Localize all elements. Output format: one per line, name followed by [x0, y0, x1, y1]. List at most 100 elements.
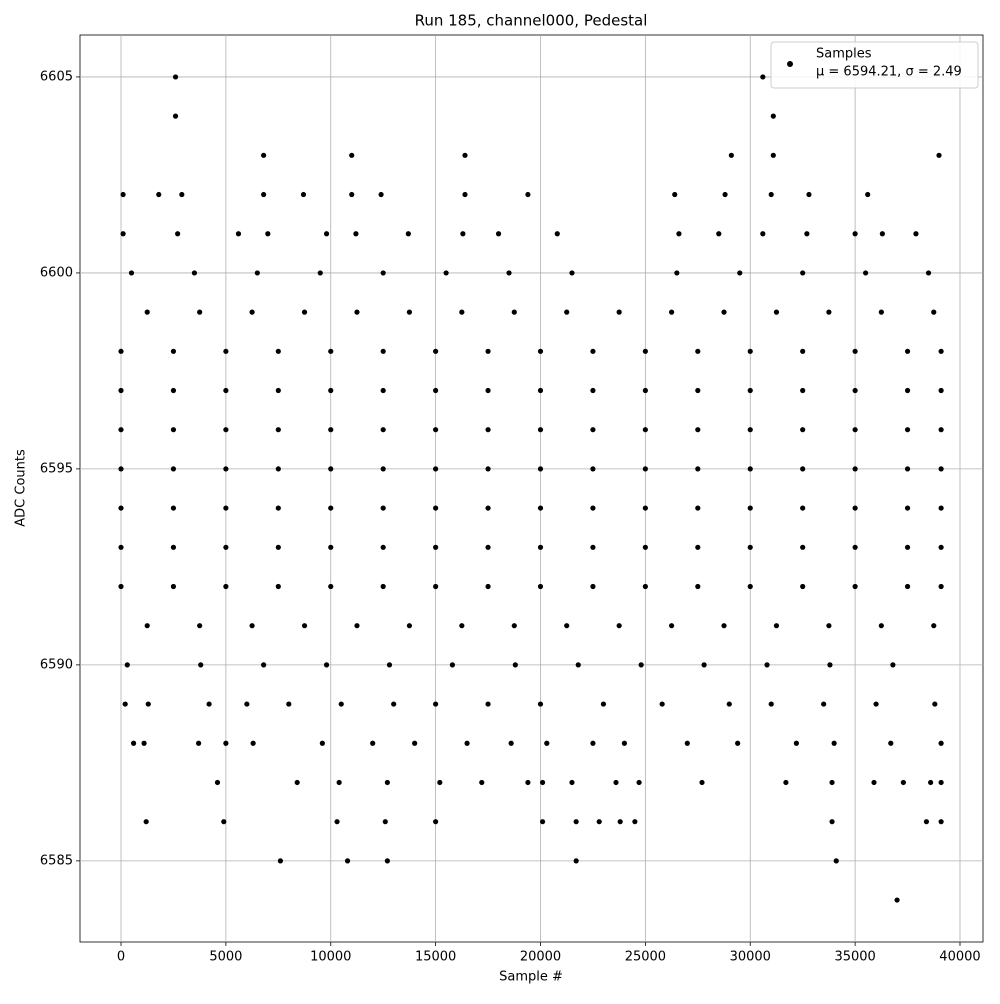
point [206, 701, 212, 707]
point [852, 427, 858, 433]
point [695, 466, 701, 472]
point [695, 348, 701, 354]
point [223, 583, 229, 590]
grid [80, 35, 983, 942]
x-tick-label: 30000 [730, 950, 771, 965]
point [676, 231, 682, 237]
point [938, 466, 944, 472]
point [261, 152, 267, 158]
point [223, 348, 229, 354]
point [770, 152, 776, 158]
point [265, 231, 271, 237]
point [616, 309, 622, 315]
point [826, 623, 832, 629]
point [170, 387, 177, 394]
point [460, 231, 466, 237]
point [636, 779, 642, 786]
point [800, 270, 806, 276]
point [821, 701, 827, 707]
point [249, 623, 255, 629]
point [275, 348, 281, 354]
point [827, 662, 833, 668]
point [118, 466, 124, 472]
point [198, 662, 204, 668]
point [672, 191, 678, 198]
point [275, 427, 281, 433]
point [760, 74, 766, 80]
point [512, 662, 518, 668]
point [931, 623, 937, 629]
point [829, 819, 835, 825]
point [380, 387, 386, 394]
point [261, 662, 267, 668]
point [616, 623, 622, 629]
point [300, 191, 307, 198]
point [695, 583, 701, 590]
point [223, 544, 229, 550]
legend-label: Samples [816, 47, 872, 62]
point [863, 270, 869, 276]
point [573, 858, 579, 864]
point [642, 583, 648, 590]
y-tick-label: 6590 [40, 657, 73, 672]
point [118, 583, 124, 590]
point [537, 583, 544, 590]
point [800, 348, 806, 354]
point [443, 270, 449, 276]
point [890, 662, 896, 668]
point [122, 701, 128, 707]
point [770, 113, 776, 119]
point [674, 270, 680, 276]
point [244, 701, 250, 707]
point [726, 701, 732, 707]
point [800, 427, 806, 433]
point [175, 231, 181, 237]
point [569, 779, 575, 786]
point [433, 427, 439, 433]
point [380, 505, 386, 511]
point [590, 505, 596, 511]
point [336, 779, 342, 786]
point [485, 583, 491, 590]
point [380, 427, 386, 433]
point [349, 191, 355, 198]
point [525, 779, 531, 786]
point [716, 231, 722, 237]
point [459, 309, 465, 315]
point [378, 191, 384, 198]
x-tick-label: 0 [117, 950, 125, 965]
point [747, 427, 753, 433]
point [479, 779, 485, 786]
point [344, 858, 351, 864]
point [695, 544, 701, 550]
point [170, 466, 177, 472]
point [569, 270, 575, 276]
point [831, 740, 837, 746]
point [638, 662, 644, 668]
point [773, 623, 780, 629]
point [380, 270, 386, 276]
point [294, 779, 300, 786]
point [462, 152, 468, 158]
point [380, 544, 386, 550]
point [575, 662, 581, 668]
point [764, 662, 770, 668]
y-axis-label: ADC Counts [14, 449, 29, 527]
point [931, 309, 937, 315]
point [642, 544, 648, 550]
point [235, 231, 242, 237]
point [904, 387, 911, 394]
point [573, 819, 579, 825]
point [433, 544, 439, 550]
point [904, 466, 911, 472]
point [747, 348, 753, 354]
point [354, 623, 360, 629]
point [433, 466, 439, 472]
point [871, 779, 877, 786]
point [806, 191, 812, 198]
point [485, 701, 491, 707]
point [928, 779, 934, 786]
point [118, 427, 124, 433]
point [250, 740, 256, 746]
point [613, 779, 619, 786]
